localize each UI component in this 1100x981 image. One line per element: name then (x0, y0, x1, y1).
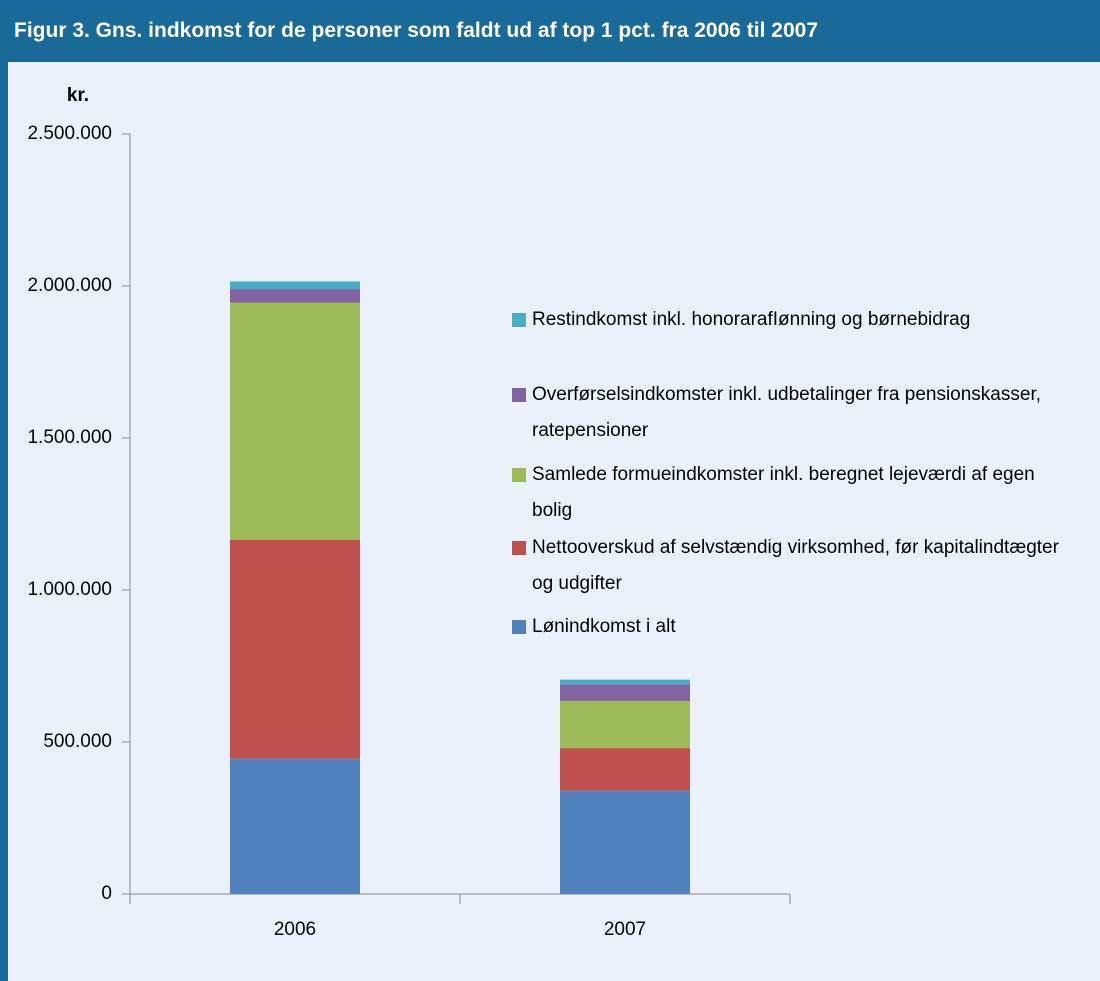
x-tick-label: 2006 (274, 919, 316, 940)
bar-segment (230, 289, 360, 303)
y-tick-label: 1.000.000 (27, 579, 112, 600)
bar-segment (560, 790, 690, 894)
legend-item: Lønindkomst i alt (512, 609, 1072, 645)
y-tick-label: 0 (101, 883, 112, 904)
y-tick-label: 2.000.000 (27, 275, 112, 296)
legend-item: Samlede formueindkomster inkl. beregnet … (512, 457, 1072, 529)
border (0, 62, 8, 981)
bar-segment (560, 684, 690, 701)
legend-swatch (512, 468, 526, 482)
x-tick-label: 2007 (604, 919, 646, 940)
y-axis-label: kr. (67, 85, 89, 106)
legend-label: Overførselsindkomster inkl. udbetalinger… (532, 384, 1042, 441)
legend-swatch (512, 541, 526, 555)
chart-title: Figur 3. Gns. indkomst for de personer s… (0, 0, 1100, 62)
legend-label: Samlede formueindkomster inkl. beregnet … (532, 464, 1035, 521)
legend-item: Overførselsindkomster inkl. udbetalinger… (512, 377, 1072, 449)
legend-item: Nettooverskud af selvstændig virksomhed,… (512, 530, 1072, 602)
legend-swatch (512, 388, 526, 402)
legend-label: Restindkomst inkl. honorarafIønning og b… (532, 309, 971, 330)
bar-segment (560, 700, 690, 749)
bar-segment (560, 748, 690, 791)
legend-swatch (512, 620, 526, 634)
legend-label: Nettooverskud af selvstændig virksomhed,… (532, 537, 1059, 594)
y-tick-label: 1.500.000 (27, 427, 112, 448)
bar-segment (230, 539, 360, 759)
bar-segment (560, 679, 690, 685)
bar-segment (230, 281, 360, 290)
bar-segment (230, 302, 360, 540)
y-tick-label: 500.000 (43, 731, 112, 752)
legend-swatch (512, 313, 526, 327)
y-tick-label: 2.500.000 (27, 123, 112, 144)
legend-item: Restindkomst inkl. honorarafIønning og b… (512, 302, 1072, 338)
bar-segment (230, 758, 360, 894)
legend-label: Lønindkomst i alt (532, 616, 676, 637)
